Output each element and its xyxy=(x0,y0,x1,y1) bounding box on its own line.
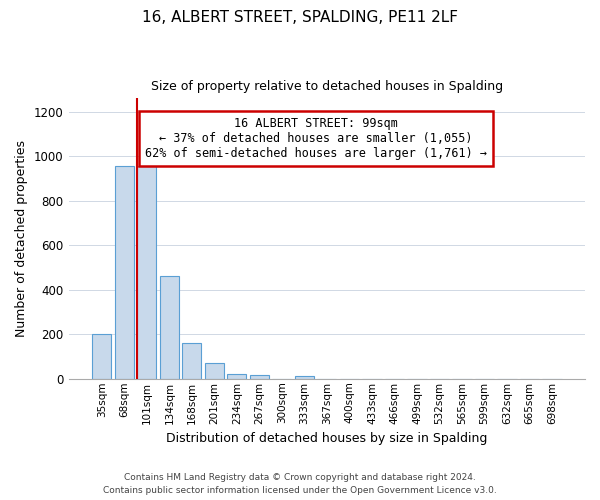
Y-axis label: Number of detached properties: Number of detached properties xyxy=(15,140,28,337)
Title: Size of property relative to detached houses in Spalding: Size of property relative to detached ho… xyxy=(151,80,503,93)
Bar xyxy=(295,376,314,379)
Bar xyxy=(182,343,202,379)
Bar xyxy=(227,374,247,379)
Bar xyxy=(160,276,179,379)
Text: 16, ALBERT STREET, SPALDING, PE11 2LF: 16, ALBERT STREET, SPALDING, PE11 2LF xyxy=(142,10,458,25)
Bar xyxy=(115,166,134,379)
Bar xyxy=(205,362,224,379)
Bar xyxy=(250,375,269,379)
Bar xyxy=(137,166,157,379)
Text: 16 ALBERT STREET: 99sqm
← 37% of detached houses are smaller (1,055)
62% of semi: 16 ALBERT STREET: 99sqm ← 37% of detache… xyxy=(145,118,487,160)
Bar xyxy=(92,334,112,379)
X-axis label: Distribution of detached houses by size in Spalding: Distribution of detached houses by size … xyxy=(166,432,488,445)
Text: Contains HM Land Registry data © Crown copyright and database right 2024.
Contai: Contains HM Land Registry data © Crown c… xyxy=(103,474,497,495)
